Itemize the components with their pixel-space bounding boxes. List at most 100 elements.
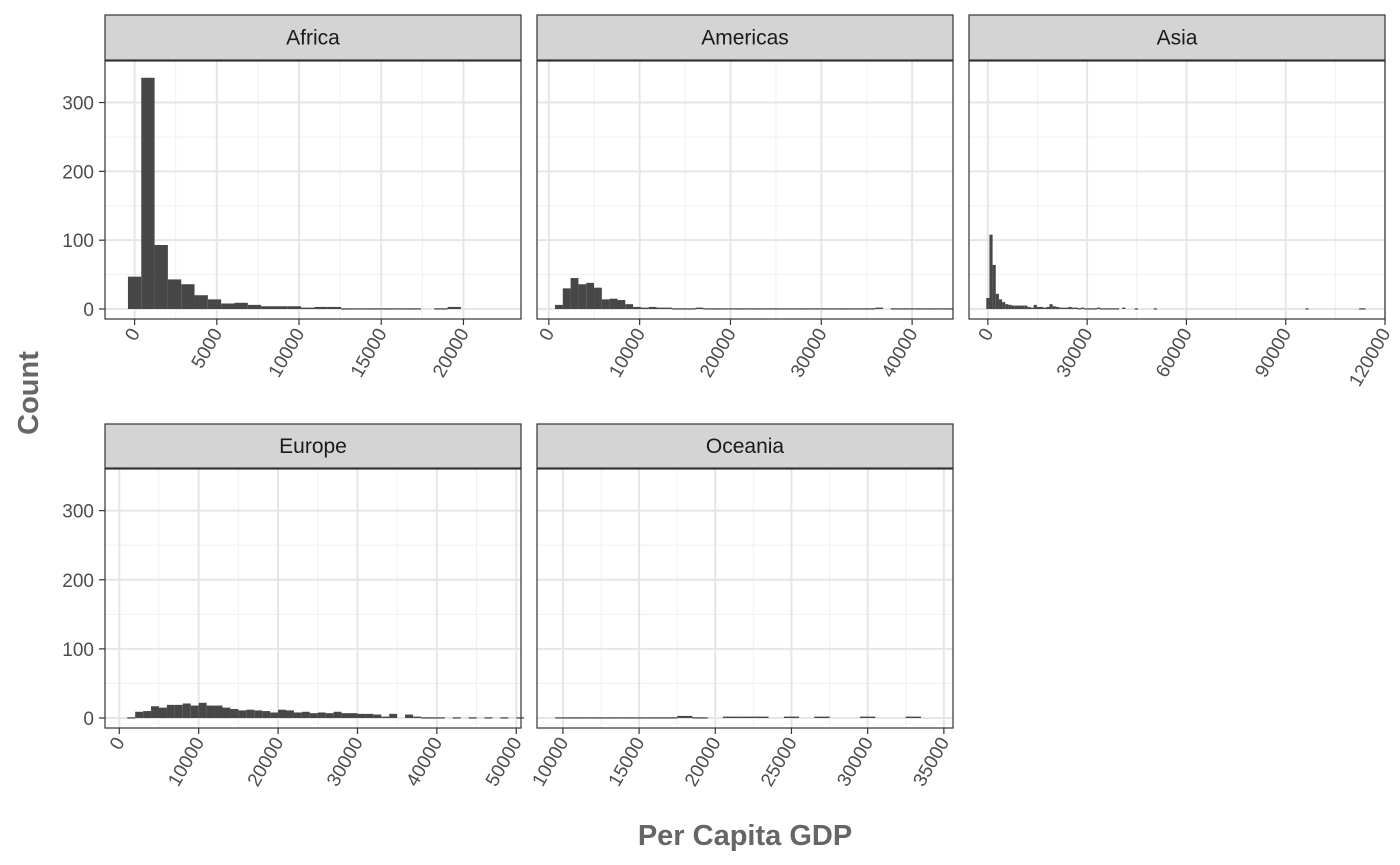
panel-border (104, 60, 522, 320)
histogram-bar (989, 234, 993, 309)
histogram-bar (222, 707, 231, 718)
x-tick-label: 30000 (787, 325, 832, 381)
histogram-bar (585, 717, 601, 719)
histogram-bar (198, 702, 207, 718)
x-tick-label: 25000 (757, 734, 802, 790)
histogram-bar (765, 308, 774, 310)
histogram-bar (586, 282, 595, 309)
histogram-bar (341, 713, 350, 718)
panel-border (536, 60, 954, 320)
x-tick-label: 90000 (1251, 325, 1296, 381)
histogram-bar (1008, 304, 1012, 309)
y-tick-label: 200 (62, 162, 94, 183)
histogram-bar (389, 713, 398, 718)
histogram-bar (314, 306, 328, 309)
histogram-bar (631, 717, 647, 719)
histogram-bar (562, 288, 571, 309)
histogram-bar (1017, 305, 1022, 309)
histogram-bar (750, 308, 759, 310)
facet-strip (536, 14, 954, 61)
histogram-bar (905, 716, 921, 718)
histogram-bar (1153, 308, 1157, 310)
histogram-bar (434, 308, 448, 310)
y-tick-label: 100 (62, 231, 94, 252)
histogram-bar (937, 308, 946, 310)
histogram-bar (679, 308, 688, 310)
histogram-bar (1077, 308, 1082, 310)
histogram-bar (262, 711, 271, 718)
histogram-bar (354, 308, 368, 310)
histogram-bar (773, 308, 782, 310)
y-tick-label: 200 (62, 571, 94, 592)
histogram-bar (555, 717, 571, 719)
histogram-bar (1040, 306, 1044, 309)
x-tick-label: 20000 (696, 325, 741, 381)
histogram-bar (447, 306, 461, 309)
x-tick-label: 0 (106, 734, 129, 754)
x-tick-label: 35000 (910, 734, 955, 790)
histogram-bar (995, 293, 999, 309)
histogram-bar (703, 308, 712, 310)
x-tick-label: 60000 (1152, 325, 1197, 381)
histogram-bar (261, 306, 275, 309)
histogram-bar (812, 308, 821, 310)
histogram-bar (1084, 308, 1088, 310)
histogram-bar (516, 717, 525, 719)
x-tick-label: 30000 (1053, 325, 1098, 381)
histogram-bar (365, 713, 374, 718)
y-tick-label: 100 (62, 640, 94, 661)
histogram-bar (851, 308, 860, 310)
facet-panel-oceania: Oceania 10000 15000 20000 25000 30000 35000 (529, 423, 955, 790)
x-tick-label: 5000 (188, 325, 227, 372)
histogram-bar (1103, 308, 1107, 310)
histogram-bar (722, 716, 739, 718)
histogram-bar (287, 306, 302, 309)
histogram-bar (1027, 306, 1031, 309)
histogram-bar (158, 707, 167, 718)
x-tick-label: 10000 (265, 325, 310, 381)
histogram-bar (1359, 308, 1363, 310)
histogram-bar (221, 303, 235, 309)
histogram-bar (640, 307, 649, 309)
histogram-bar (664, 307, 673, 309)
histogram-bar (373, 714, 382, 718)
histogram-bar (781, 308, 790, 310)
histogram-bar (1046, 306, 1050, 309)
histogram-bar (166, 704, 175, 718)
facet-strip-label: Europe (279, 435, 347, 458)
histogram-bar (661, 717, 678, 719)
histogram-bar (1087, 308, 1091, 310)
histogram-bar (1122, 307, 1126, 309)
plot-background (537, 61, 953, 319)
histogram-bar (1090, 308, 1094, 310)
histogram-bar (230, 709, 239, 718)
histogram-bar (783, 716, 800, 718)
histogram-bar (1062, 307, 1066, 309)
histogram-bar (814, 716, 830, 718)
histogram-bar (1058, 307, 1063, 309)
histogram-bar (1112, 308, 1116, 310)
histogram-bar (452, 717, 461, 719)
facet-strip-label: Oceania (706, 435, 785, 458)
histogram-bar (1305, 308, 1309, 310)
plot-background (105, 61, 521, 319)
histogram-bar (1093, 308, 1097, 310)
histogram-bar (333, 711, 342, 718)
histogram-bar (1030, 307, 1034, 309)
histogram-bar (1011, 305, 1015, 309)
histogram-bar (570, 717, 586, 719)
histogram-bar (1049, 304, 1053, 309)
histogram-bar (1002, 302, 1006, 309)
histogram-bar (154, 244, 168, 309)
histogram-bar (327, 306, 342, 309)
histogram-bar (1134, 308, 1138, 310)
histogram-bar (181, 284, 195, 309)
histogram-bar (992, 264, 996, 309)
histogram-bar (1052, 306, 1056, 309)
facet-strip (104, 423, 522, 469)
histogram-bar (468, 717, 477, 719)
histogram-bar (286, 710, 294, 718)
histogram-bar (836, 308, 845, 310)
histogram-bar (578, 284, 587, 309)
histogram-bar (758, 308, 766, 310)
